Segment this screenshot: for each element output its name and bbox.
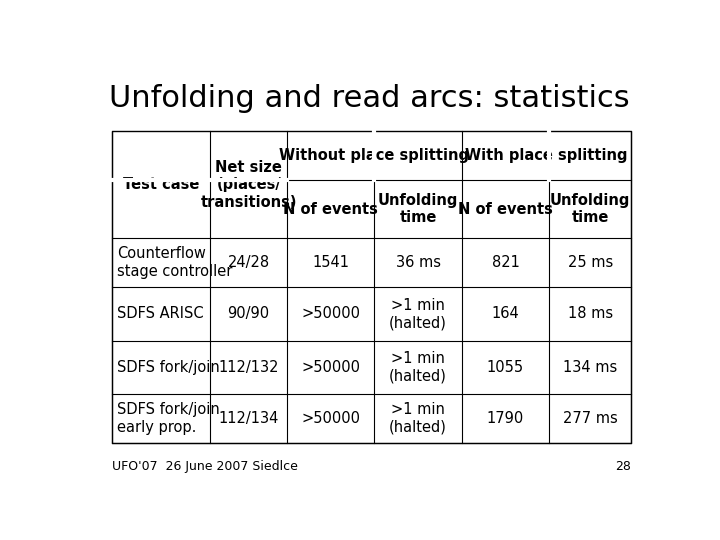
Text: UFO'07  26 June 2007 Siedlce: UFO'07 26 June 2007 Siedlce (112, 460, 298, 473)
Text: SDFS fork/join: SDFS fork/join (117, 360, 220, 375)
Text: >1 min
(halted): >1 min (halted) (390, 402, 447, 435)
Text: SDFS ARISC: SDFS ARISC (117, 307, 204, 321)
Text: 277 ms: 277 ms (563, 411, 618, 426)
Text: Unfolding
time: Unfolding time (550, 193, 631, 226)
Text: >50000: >50000 (301, 411, 360, 426)
Text: Test case: Test case (123, 177, 199, 192)
Text: 25 ms: 25 ms (567, 255, 613, 270)
Text: SDFS fork/join
early prop.: SDFS fork/join early prop. (117, 402, 220, 435)
Text: >1 min
(halted): >1 min (halted) (390, 298, 447, 330)
Text: Counterflow
stage controller: Counterflow stage controller (117, 246, 232, 279)
Text: Net size
(places/
transitions): Net size (places/ transitions) (200, 160, 297, 210)
Text: 24/28: 24/28 (228, 255, 270, 270)
Text: 28: 28 (616, 460, 631, 473)
Text: 36 ms: 36 ms (395, 255, 441, 270)
Text: 164: 164 (492, 307, 519, 321)
Text: Unfolding
time: Unfolding time (378, 193, 459, 226)
Text: 90/90: 90/90 (228, 307, 270, 321)
Text: 18 ms: 18 ms (567, 307, 613, 321)
Text: 112/134: 112/134 (218, 411, 279, 426)
Text: 821: 821 (492, 255, 519, 270)
Text: >1 min
(halted): >1 min (halted) (390, 351, 447, 383)
Text: N of events: N of events (458, 202, 553, 217)
Text: 112/132: 112/132 (218, 360, 279, 375)
Text: With place splitting: With place splitting (465, 148, 628, 164)
Text: 1055: 1055 (487, 360, 524, 375)
Text: 134 ms: 134 ms (563, 360, 617, 375)
Text: >50000: >50000 (301, 360, 360, 375)
Text: 1541: 1541 (312, 255, 349, 270)
Text: >50000: >50000 (301, 307, 360, 321)
Text: Without place splitting: Without place splitting (279, 148, 469, 164)
Text: 1790: 1790 (487, 411, 524, 426)
Text: N of events: N of events (283, 202, 378, 217)
Text: Unfolding and read arcs: statistics: Unfolding and read arcs: statistics (109, 84, 629, 112)
